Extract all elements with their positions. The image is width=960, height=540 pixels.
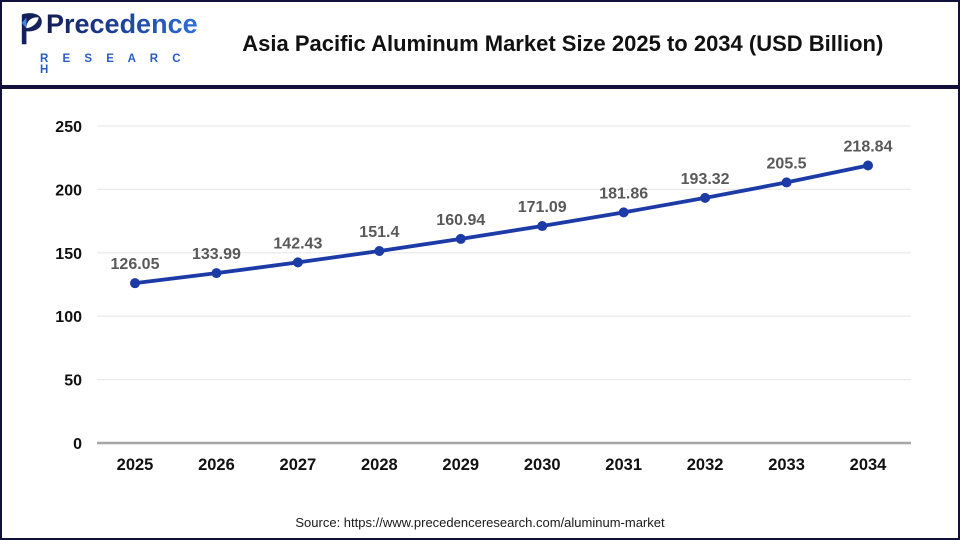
data-point xyxy=(781,177,792,188)
data-point xyxy=(863,160,873,171)
y-tick-label: 50 xyxy=(64,373,82,390)
source-text: Source: https://www.precedenceresearch.c… xyxy=(295,515,665,530)
logo-wordmark: Precedence xyxy=(46,8,198,39)
data-label: 205.5 xyxy=(767,155,807,172)
data-point xyxy=(211,268,222,279)
y-tick-label: 200 xyxy=(55,182,82,199)
x-tick-label: 2033 xyxy=(768,456,805,474)
data-line xyxy=(133,163,870,286)
data-label: 160.94 xyxy=(436,212,485,229)
logo-subtext: R E S E A R C H xyxy=(40,52,187,76)
precedence-leaf-icon xyxy=(18,12,44,51)
header: Precedence R E S E A R C H Asia Pacific … xyxy=(2,2,958,85)
data-label: 133.99 xyxy=(192,246,241,263)
y-tick-label: 0 xyxy=(73,436,82,453)
data-label: 142.43 xyxy=(273,235,322,252)
data-point xyxy=(455,233,466,244)
data-point xyxy=(618,207,629,218)
x-tick-label: 2034 xyxy=(850,456,888,474)
line-chart: 0 50 100 150 200 250 2025 2026 2027 2028 2029 2030 2… xyxy=(55,119,911,474)
header-divider xyxy=(2,85,958,89)
data-point xyxy=(700,192,711,203)
data-point xyxy=(537,221,548,232)
x-tick-label: 2025 xyxy=(117,456,154,474)
data-label: 171.09 xyxy=(518,199,567,216)
x-tick-label: 2030 xyxy=(524,456,561,474)
x-tick-label: 2026 xyxy=(198,456,235,474)
data-label: 181.86 xyxy=(599,185,648,202)
data-label: 151.4 xyxy=(359,224,399,241)
data-label: 218.84 xyxy=(844,139,893,156)
x-tick-label: 2031 xyxy=(605,456,642,474)
chart-title: Asia Pacific Aluminum Market Size 2025 t… xyxy=(242,30,884,56)
data-point xyxy=(130,278,140,289)
data-point xyxy=(374,246,385,257)
brand-logo: Precedence R E S E A R C H xyxy=(2,8,198,77)
x-tick-label: 2028 xyxy=(361,456,398,474)
y-tick-label: 250 xyxy=(55,119,82,136)
data-point xyxy=(292,257,303,268)
x-tick-label: 2027 xyxy=(280,456,317,474)
data-label: 126.05 xyxy=(111,256,160,273)
data-label: 193.32 xyxy=(681,171,730,188)
y-tick-label: 150 xyxy=(55,246,82,263)
x-tick-label: 2029 xyxy=(442,456,479,474)
chart-area: 0 50 100 150 200 250 2025 2026 2027 2028 2029 2030 2… xyxy=(2,89,958,501)
x-tick-label: 2032 xyxy=(687,456,724,474)
y-tick-label: 100 xyxy=(55,309,82,326)
